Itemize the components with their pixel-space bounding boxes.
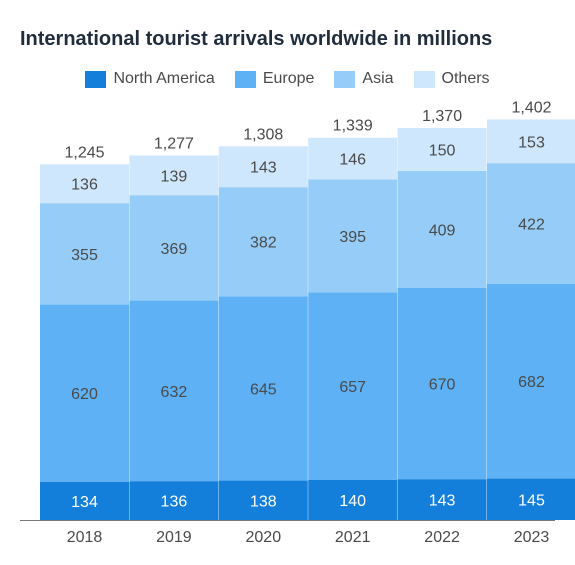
data-label-others-2023: 153: [518, 134, 545, 151]
data-label-asia-2020: 382: [250, 235, 277, 252]
bar-segment-others-2020: [218, 146, 308, 188]
bar-segment-europe-2020: [218, 296, 308, 481]
total-label-2018: 1,245: [64, 144, 104, 161]
bar-segment-north-america-2023: [487, 478, 575, 520]
bar-segment-europe-2021: [308, 292, 398, 481]
data-label-north-america-2019: 136: [161, 494, 188, 511]
data-label-others-2022: 150: [429, 142, 456, 159]
total-label-2020: 1,308: [243, 126, 283, 143]
x-tick-label-2023: 2023: [514, 529, 550, 546]
bar-segment-others-2023: [487, 119, 575, 164]
bar-segment-asia-2019: [129, 195, 219, 301]
data-label-north-america-2021: 140: [339, 493, 366, 510]
x-tick-label-2022: 2022: [424, 529, 460, 546]
bar-segment-north-america-2018: [40, 481, 129, 520]
data-label-europe-2022: 670: [429, 376, 456, 393]
bar-segment-europe-2023: [487, 283, 575, 479]
legend-item-asia: Asia: [334, 70, 394, 88]
data-label-europe-2018: 620: [71, 386, 98, 403]
total-label-2021: 1,339: [333, 118, 373, 135]
data-label-europe-2021: 657: [339, 379, 366, 396]
data-label-asia-2018: 355: [71, 247, 98, 264]
data-label-north-america-2020: 138: [250, 493, 277, 510]
legend-label-north-america: North America: [113, 70, 215, 87]
legend: North America Europe Asia Others: [0, 68, 575, 90]
data-label-others-2020: 143: [250, 160, 277, 177]
total-label-2023: 1,402: [511, 99, 551, 116]
bar-segment-others-2019: [129, 155, 219, 196]
legend-label-europe: Europe: [262, 70, 315, 87]
x-tick-label-2019: 2019: [156, 529, 192, 546]
legend-item-europe: Europe: [234, 70, 315, 88]
bar-segment-europe-2018: [40, 304, 129, 482]
x-tick-label-2018: 2018: [67, 529, 103, 546]
bar-segment-others-2018: [40, 164, 129, 204]
bar-segment-asia-2022: [397, 170, 487, 288]
legend-swatch-north-america: [85, 70, 107, 88]
bar-segment-asia-2023: [487, 163, 575, 284]
x-tick-label-2020: 2020: [246, 529, 282, 546]
bar-segment-north-america-2021: [308, 480, 398, 520]
legend-item-north-america: North America: [85, 70, 215, 88]
data-label-asia-2023: 422: [518, 216, 545, 233]
bar-segment-north-america-2020: [218, 480, 308, 520]
bar-segment-asia-2020: [218, 187, 308, 297]
data-label-europe-2019: 632: [161, 384, 188, 401]
bar-segment-others-2022: [397, 128, 487, 171]
data-label-others-2021: 146: [339, 152, 366, 169]
data-label-asia-2019: 369: [161, 241, 188, 258]
bar-segment-north-america-2019: [129, 481, 219, 520]
data-label-north-america-2018: 134: [71, 494, 98, 511]
data-label-europe-2023: 682: [518, 374, 545, 391]
data-label-asia-2022: 409: [429, 222, 456, 239]
x-tick-label-2021: 2021: [335, 529, 371, 546]
legend-item-others: Others: [413, 70, 490, 88]
legend-swatch-asia: [334, 70, 356, 88]
legend-label-others: Others: [441, 70, 490, 87]
chart-title: International tourist arrivals worldwide…: [20, 28, 493, 50]
bar-segment-north-america-2022: [397, 479, 487, 520]
total-label-2019: 1,277: [154, 135, 194, 152]
bar-segment-others-2021: [308, 137, 398, 180]
data-label-asia-2021: 395: [339, 229, 366, 246]
data-label-north-america-2023: 145: [518, 492, 545, 509]
legend-swatch-europe: [234, 70, 256, 88]
bar-segment-asia-2021: [308, 179, 398, 293]
data-label-north-america-2022: 143: [429, 493, 456, 510]
bar-segment-europe-2022: [397, 287, 487, 480]
legend-swatch-others: [413, 70, 435, 88]
data-label-others-2018: 136: [71, 177, 98, 194]
data-label-others-2019: 139: [161, 168, 188, 185]
total-label-2022: 1,370: [422, 108, 462, 125]
bar-segment-europe-2019: [129, 300, 219, 482]
data-label-europe-2020: 645: [250, 381, 277, 398]
legend-label-asia: Asia: [362, 70, 394, 87]
bar-segment-asia-2018: [40, 203, 129, 305]
